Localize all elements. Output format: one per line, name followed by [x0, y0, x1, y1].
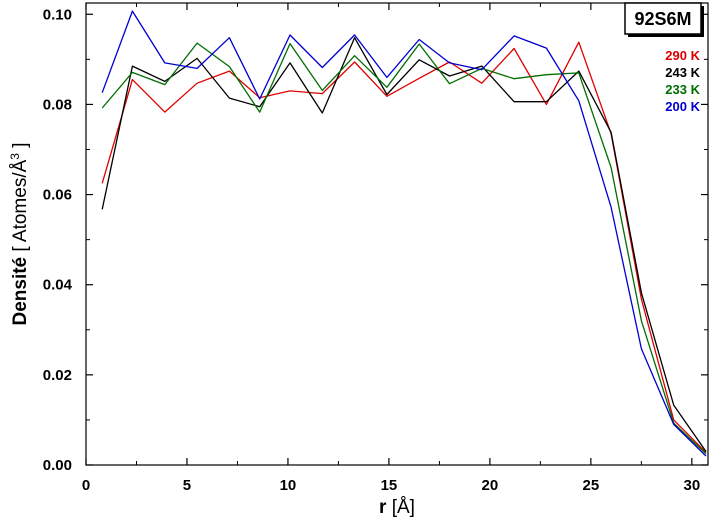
- legend-entry: 243 K: [665, 65, 700, 80]
- chart-title-box: 92S6M: [624, 2, 704, 37]
- legend-entry: 200 K: [665, 99, 700, 114]
- y-axis-title: Densité [ Atomes/Å3 ]: [8, 142, 31, 325]
- legend: 290 K 243 K 233 K 200 K: [665, 48, 700, 114]
- y-tick-label: 0.04: [43, 277, 73, 294]
- x-axis-title: r [Å]: [379, 497, 415, 518]
- series-line-200-k: [101, 10, 707, 457]
- series-lines: [101, 10, 707, 457]
- series-line-233-k: [101, 42, 707, 455]
- legend-entry: 290 K: [665, 48, 700, 63]
- x-axis-ticks: 0 5 10 15 20 25 30: [82, 3, 700, 494]
- x-tick-label: 5: [183, 477, 191, 494]
- x-tick-label: 20: [482, 477, 499, 494]
- legend-entry: 233 K: [665, 82, 700, 97]
- y-tick-label: 0.10: [43, 6, 72, 23]
- y-axis-ticks: 0.00 0.02 0.04 0.06 0.08 0.10: [43, 6, 708, 474]
- y-tick-label: 0.02: [43, 367, 72, 384]
- plot-frame: [85, 2, 709, 466]
- x-tick-label: 10: [280, 477, 297, 494]
- y-tick-label: 0.06: [43, 187, 72, 204]
- x-tick-label: 0: [82, 477, 90, 494]
- x-tick-label: 25: [583, 477, 600, 494]
- x-tick-label: 15: [381, 477, 398, 494]
- series-line-243-k: [101, 37, 707, 452]
- series-line-290-k: [101, 41, 707, 453]
- chart-title: 92S6M: [634, 9, 691, 29]
- x-tick-label: 30: [684, 477, 701, 494]
- y-tick-label: 0.00: [43, 457, 72, 474]
- y-tick-label: 0.08: [43, 96, 72, 113]
